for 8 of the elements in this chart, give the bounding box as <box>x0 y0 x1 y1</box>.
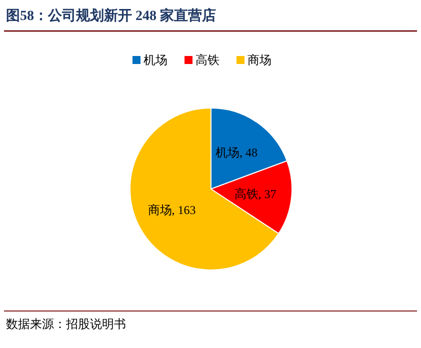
legend-label: 机场 <box>144 53 168 67</box>
source-note: 数据来源：招股说明书 <box>6 317 126 331</box>
data-label: 机场, 48 <box>215 145 258 160</box>
data-label: 高铁, 37 <box>234 187 276 202</box>
legend-label: 商场 <box>248 53 272 67</box>
legend-label: 高铁 <box>196 53 220 67</box>
data-label: 商场, 163 <box>148 203 196 218</box>
chart-title: 图58：公司规划新开 248 家直营店 <box>6 7 216 24</box>
